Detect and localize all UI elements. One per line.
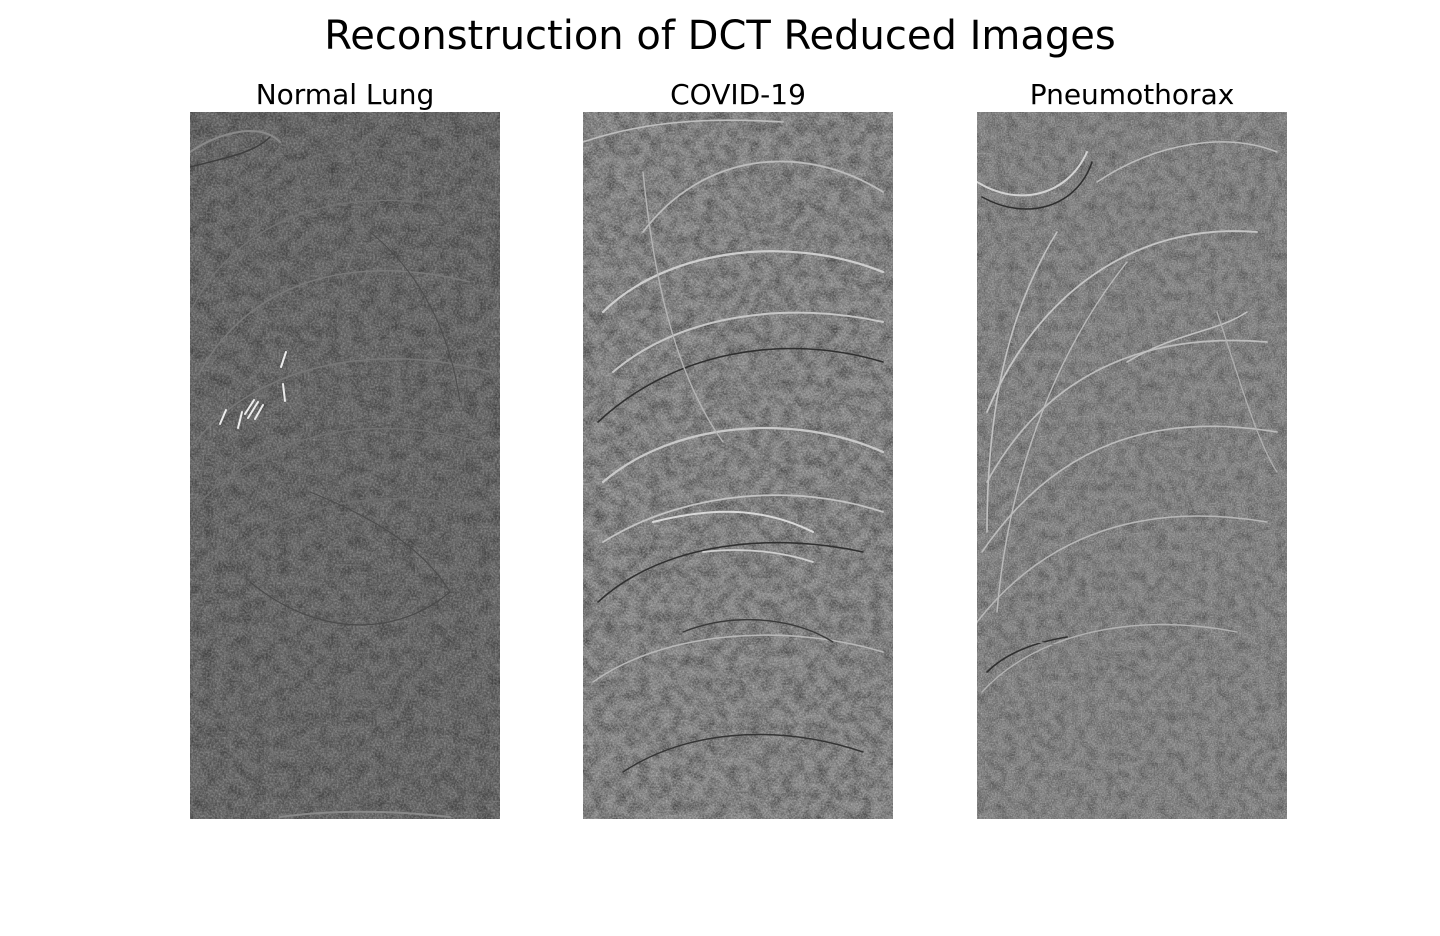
- xray-image-covid-19: [583, 112, 893, 819]
- xray-pneumothorax-graphic: [977, 112, 1287, 819]
- xray-image-normal-lung: [190, 112, 500, 819]
- panel-title-normal-lung: Normal Lung: [255, 78, 435, 111]
- panel-title-pneumothorax: Pneumothorax: [1029, 78, 1235, 111]
- figure-title: Reconstruction of DCT Reduced Images: [324, 13, 1116, 59]
- xray-covid-19-graphic: [583, 112, 893, 819]
- panel-title-covid-19: COVID-19: [670, 78, 806, 111]
- xray-image-pneumothorax: [977, 112, 1287, 819]
- xray-normal-lung-graphic: [190, 112, 500, 819]
